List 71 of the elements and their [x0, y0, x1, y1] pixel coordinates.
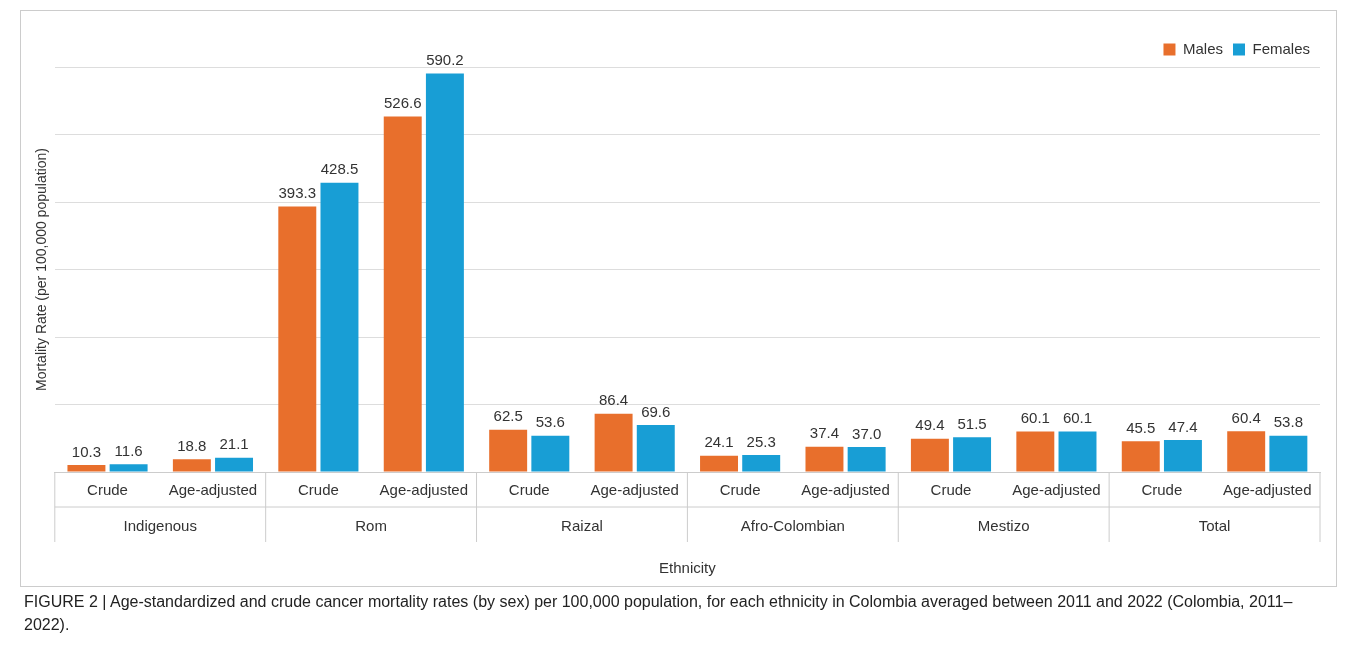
- data-label: 60.4: [1231, 408, 1261, 426]
- data-label: 24.1: [704, 433, 734, 451]
- x-tick-label: Crude: [719, 481, 761, 499]
- legend-label: Males: [1182, 39, 1223, 57]
- bar: [172, 459, 211, 472]
- bar: [531, 435, 570, 472]
- data-label: 37.4: [809, 424, 840, 442]
- legend-label: Females: [1252, 39, 1311, 57]
- bar: [847, 447, 886, 472]
- data-label: 62.5: [493, 407, 523, 425]
- data-label: 18.8: [177, 436, 207, 454]
- data-label: 10.3: [71, 442, 102, 460]
- bar: [700, 455, 739, 472]
- data-label: 590.2: [426, 51, 464, 69]
- data-label: 86.4: [599, 391, 629, 409]
- data-label: 69.6: [641, 402, 671, 420]
- x-tick-label: Crude: [930, 481, 972, 499]
- bar: [320, 182, 359, 472]
- x-tick-label: Age-adjusted: [168, 481, 258, 499]
- text: Afro-Colombian: [740, 517, 845, 535]
- x-tick-label: Age-adjusted: [590, 481, 679, 499]
- text: Mestizo: [977, 517, 1030, 535]
- data-label: 49.4: [915, 416, 945, 434]
- bar: [742, 454, 781, 472]
- bar: [383, 116, 422, 472]
- bar: [67, 465, 106, 472]
- data-label: 393.3: [278, 184, 317, 202]
- x-tick-label: Crude: [297, 481, 339, 499]
- data-label: 60.1: [1020, 409, 1050, 427]
- text: Raizal: [561, 517, 603, 535]
- data-label: 21.1: [219, 435, 249, 453]
- data-label: 60.1: [1062, 409, 1093, 427]
- bar: [215, 457, 254, 472]
- data-label: 11.6: [114, 441, 143, 459]
- data-label: 37.0: [852, 424, 882, 442]
- bar: [425, 73, 464, 472]
- bar: [1016, 431, 1055, 472]
- x-axis-title: Ethnicity: [659, 559, 717, 577]
- x-tick-label: Age-adjusted: [1012, 481, 1101, 499]
- x-tick-label: Age-adjusted: [801, 481, 890, 499]
- x-tick-label: Age-adjusted: [379, 481, 469, 499]
- bar: [805, 446, 844, 472]
- y-axis-title: Mortality Rate (per 100,000 population): [33, 148, 50, 391]
- bar: [1121, 441, 1160, 472]
- x-tick-label: Crude: [508, 481, 550, 499]
- x-tick-label: Crude: [1141, 481, 1183, 499]
- x-tick-label: Crude: [87, 481, 128, 499]
- bar: [489, 429, 528, 472]
- bar: [109, 464, 148, 472]
- data-label: 526.6: [383, 94, 422, 112]
- text: Total: [1198, 517, 1231, 535]
- bar: [1058, 431, 1097, 472]
- bar: [910, 438, 949, 472]
- data-label: 51.5: [957, 414, 987, 432]
- data-label: 53.8: [1273, 413, 1303, 431]
- caption: FIGURE 2 | Age-standardized and crude cancer mortality rates (by sex) per 100,000 population, for each ethnicity in Colombia averaged between 2011 and 2022 (Colombia, 2011–2022).: [24, 592, 1294, 636]
- data-label: 428.5: [320, 160, 359, 178]
- bar: [1269, 435, 1308, 472]
- bar: [953, 437, 992, 472]
- bar: [1227, 431, 1266, 472]
- data-label: 25.3: [746, 432, 776, 450]
- bar: [278, 206, 317, 472]
- bar: [636, 425, 675, 472]
- data-label: 45.5: [1126, 418, 1156, 436]
- data-label: 53.6: [535, 413, 565, 431]
- data-label: 47.4: [1168, 417, 1198, 435]
- text: Indigenous: [123, 517, 197, 535]
- bar: [594, 413, 633, 472]
- x-tick-label: Age-adjusted: [1223, 481, 1312, 499]
- bar: [1163, 440, 1202, 472]
- text: Rom: [355, 517, 387, 535]
